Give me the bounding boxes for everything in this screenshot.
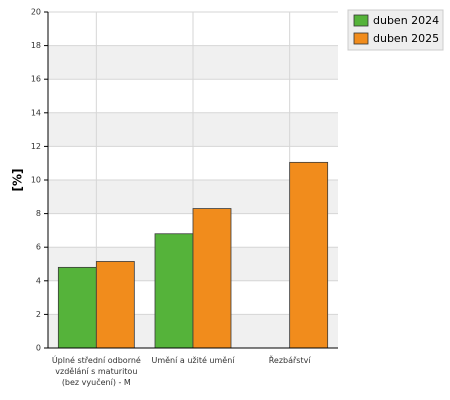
y-tick-label: 4	[36, 276, 41, 285]
bar	[192, 208, 232, 349]
y-tick-label: 14	[31, 108, 41, 117]
y-tick-label: 20	[31, 8, 41, 17]
x-tick-label: Umění a užité umění	[151, 356, 235, 365]
y-tick-label: 2	[36, 310, 41, 319]
y-tick-label: 10	[31, 176, 41, 185]
y-tick-label: 8	[36, 209, 41, 218]
x-tick-label: Úplné střední odborné vzdělání s maturit…	[51, 356, 141, 387]
y-tick-label: 18	[31, 41, 41, 50]
x-tick-label: Řezbářství	[268, 356, 311, 365]
y-tick-label: 6	[36, 243, 41, 252]
legend-label: duben 2024	[373, 14, 439, 27]
y-axis-label: [%]	[11, 169, 25, 192]
bar	[95, 261, 135, 349]
bar	[289, 161, 329, 349]
legend-swatch	[353, 14, 369, 27]
bar	[57, 266, 97, 349]
y-tick-label: 0	[36, 344, 41, 353]
legend-label: duben 2025	[373, 32, 439, 45]
bar	[154, 233, 194, 349]
y-tick-label: 12	[31, 142, 41, 151]
y-tick-label: 16	[31, 75, 41, 84]
legend-swatch	[353, 32, 369, 45]
